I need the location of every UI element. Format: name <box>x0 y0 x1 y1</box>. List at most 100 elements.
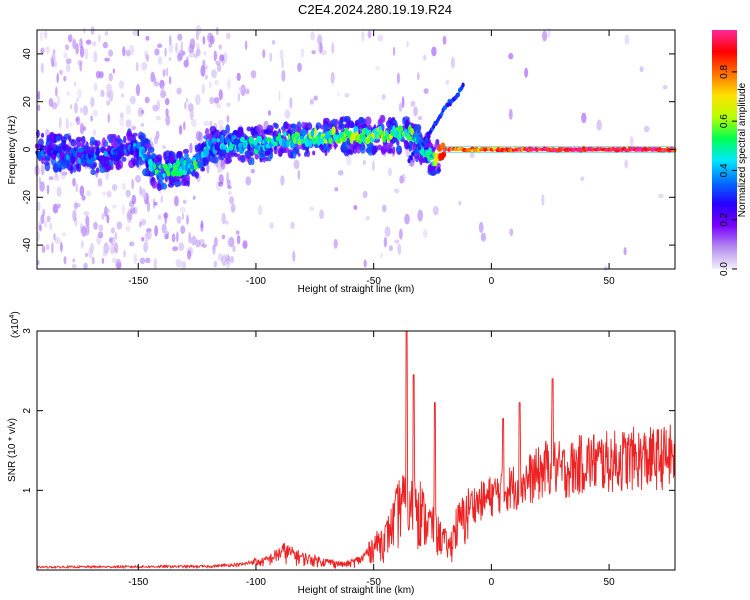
noise-blob <box>104 57 110 62</box>
noise-blob <box>227 238 232 248</box>
noise-blob <box>236 235 241 245</box>
noise-blob <box>114 242 119 254</box>
noise-blob <box>186 56 189 63</box>
noise-blob <box>164 233 168 240</box>
noise-blob <box>48 176 54 181</box>
noise-blob <box>42 46 45 52</box>
noise-blob <box>46 215 51 222</box>
noise-blob <box>125 225 131 233</box>
noise-blob <box>41 245 46 253</box>
noise-blob <box>596 119 602 131</box>
band-blob <box>301 121 306 129</box>
noise-blob <box>135 83 141 96</box>
noise-blob <box>191 118 197 128</box>
noise-blob <box>143 242 149 253</box>
noise-blob <box>162 69 166 77</box>
noise-blob <box>330 71 335 84</box>
ridge-point <box>301 128 307 137</box>
noise-blob <box>203 50 207 56</box>
band-blob <box>181 178 187 187</box>
noise-blob <box>43 220 48 228</box>
ridge-point <box>65 154 70 161</box>
noise-blob <box>80 240 85 249</box>
band-blob <box>121 156 127 162</box>
y-tick-label: 1 <box>22 487 33 493</box>
noise-blob <box>245 176 252 186</box>
noise-blob <box>57 95 60 107</box>
noise-blob <box>101 257 105 264</box>
noise-blob <box>230 203 236 213</box>
ridge-point <box>404 129 408 134</box>
noise-blob <box>309 206 315 211</box>
noise-blob <box>108 49 114 57</box>
band-blob <box>413 154 420 159</box>
band-blob <box>184 153 190 159</box>
noise-blob <box>104 31 109 36</box>
ridge-point <box>76 151 81 158</box>
band-blob <box>185 174 191 182</box>
band-blob <box>292 124 297 129</box>
spectrogram-x-axis: -150 -100 -50 0 50 <box>128 30 615 287</box>
noise-blob <box>195 130 202 141</box>
noise-blob <box>221 255 228 267</box>
ridge-point <box>77 147 84 153</box>
noise-blob <box>71 263 77 269</box>
noise-blob <box>145 35 150 41</box>
noise-blob <box>293 159 300 170</box>
noise-blob <box>76 116 81 126</box>
band-blob <box>297 152 301 157</box>
colorbar-tick-label: 0.0 <box>719 262 730 276</box>
noise-blob <box>190 235 197 246</box>
noise-blob <box>445 79 450 85</box>
noise-blob <box>541 194 545 206</box>
noise-blob <box>37 104 41 111</box>
noise-blob <box>79 107 83 114</box>
noise-blob <box>221 212 226 225</box>
noise-blob <box>213 260 218 268</box>
noise-blob <box>131 125 137 131</box>
y-tick-label: -20 <box>22 190 33 205</box>
noise-blob <box>250 168 255 174</box>
noise-blob <box>154 225 159 237</box>
noise-blob <box>164 98 170 106</box>
band-blob <box>40 157 45 165</box>
noise-blob <box>59 69 63 76</box>
noise-blob <box>377 34 384 42</box>
noise-blob <box>423 88 429 94</box>
noise-blob <box>165 67 169 77</box>
noise-blob <box>55 86 58 97</box>
noise-blob <box>52 203 59 214</box>
noise-blob <box>122 46 126 57</box>
noise-blob <box>217 119 224 127</box>
noise-blob <box>178 242 185 252</box>
noise-blob <box>153 81 160 87</box>
noise-blob <box>178 49 184 61</box>
noise-blob <box>213 97 220 104</box>
x-tick-label: -150 <box>128 577 148 588</box>
noise-blob <box>63 75 67 82</box>
noise-blob <box>164 47 167 58</box>
noise-blob <box>139 257 146 264</box>
ridge-point <box>257 135 262 143</box>
noise-blob <box>216 63 222 73</box>
noise-blob <box>84 48 89 60</box>
noise-blob <box>310 31 315 41</box>
noise-blob <box>227 78 231 90</box>
colorbar-tick-label: 0.2 <box>719 212 730 226</box>
noise-blob <box>226 115 230 123</box>
band-blob <box>303 151 308 157</box>
noise-blob <box>162 145 167 150</box>
noise-blob <box>133 253 138 264</box>
noise-blob <box>398 102 403 113</box>
noise-blob <box>214 79 219 86</box>
noise-blob <box>469 151 475 159</box>
ridge-point <box>70 155 76 165</box>
noise-blob <box>51 102 58 110</box>
noise-blob <box>362 159 366 166</box>
noise-blob <box>279 49 284 60</box>
noise-blob <box>37 201 41 212</box>
noise-blob <box>442 35 447 45</box>
band-blob <box>132 159 136 167</box>
band-blob <box>259 158 263 163</box>
noise-blob <box>168 42 174 54</box>
